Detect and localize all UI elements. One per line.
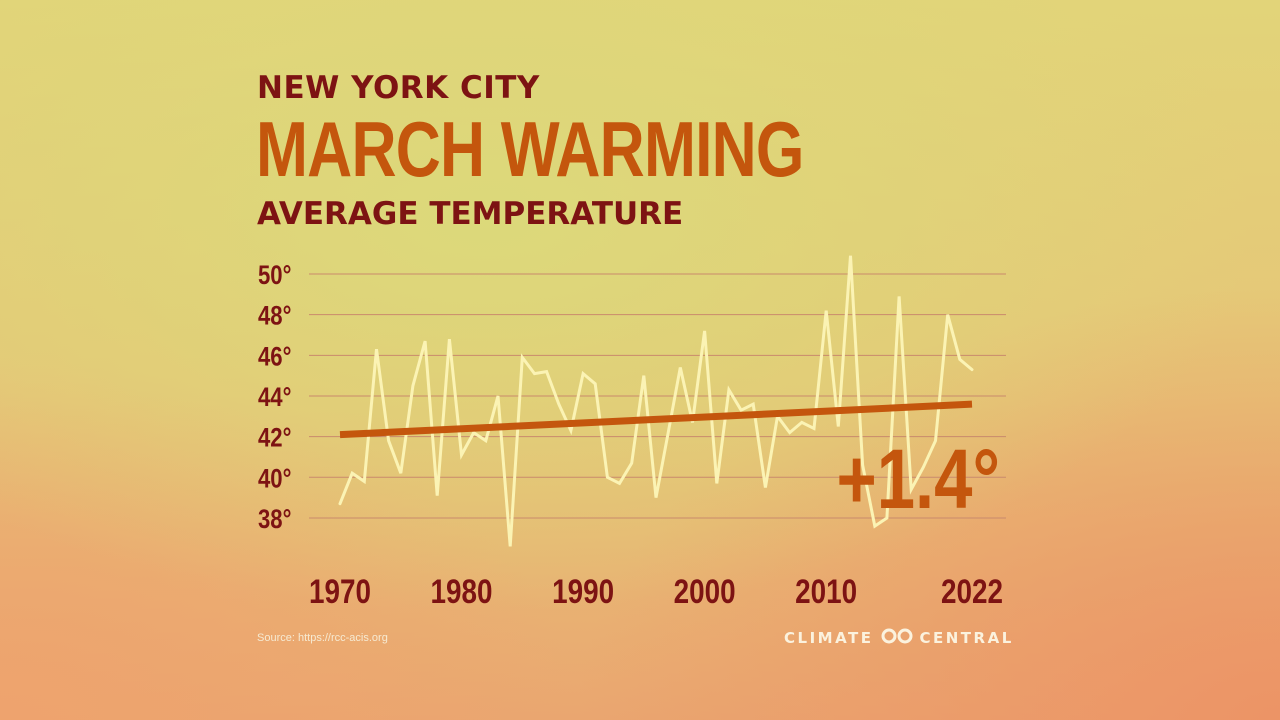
y-axis-labels: 50° 48° 46° 44° 42° 40° 38° — [258, 261, 291, 534]
x-tick-label: 2000 — [674, 572, 736, 610]
y-tick-label: 42° — [258, 424, 291, 454]
logo-mark-icon — [880, 628, 914, 648]
x-tick-label: 1980 — [431, 572, 493, 610]
x-axis-labels: 1970 1980 1990 2000 2010 2022 — [309, 572, 1003, 610]
trend-line — [339, 400, 973, 439]
chart-title: MARCH WARMING — [256, 105, 804, 193]
x-tick-label: 1990 — [552, 572, 614, 610]
chart-subtitle: AVERAGE TEMPERATURE — [257, 196, 684, 232]
trend-annotation: +1.4° — [837, 433, 1000, 527]
chart-kicker: NEW YORK CITY — [257, 70, 540, 106]
source-note: Source: https://rcc-acis.org — [257, 632, 388, 644]
y-tick-label: 50° — [258, 261, 291, 291]
y-tick-label: 46° — [258, 342, 291, 372]
temperature-line — [338, 255, 974, 547]
logo-text-right: CENTRAL — [919, 629, 1014, 647]
y-tick-label: 40° — [258, 464, 291, 494]
climate-central-logo: CLIMATE CENTRAL — [784, 627, 1014, 649]
y-tick-label: 48° — [258, 302, 291, 332]
x-tick-label: 2010 — [795, 572, 857, 610]
y-tick-label: 44° — [258, 383, 291, 413]
x-tick-label: 2022 — [941, 572, 1003, 610]
x-tick-label: 1970 — [309, 572, 371, 610]
y-tick-label: 38° — [258, 505, 291, 535]
logo-text-left: CLIMATE — [784, 629, 874, 647]
